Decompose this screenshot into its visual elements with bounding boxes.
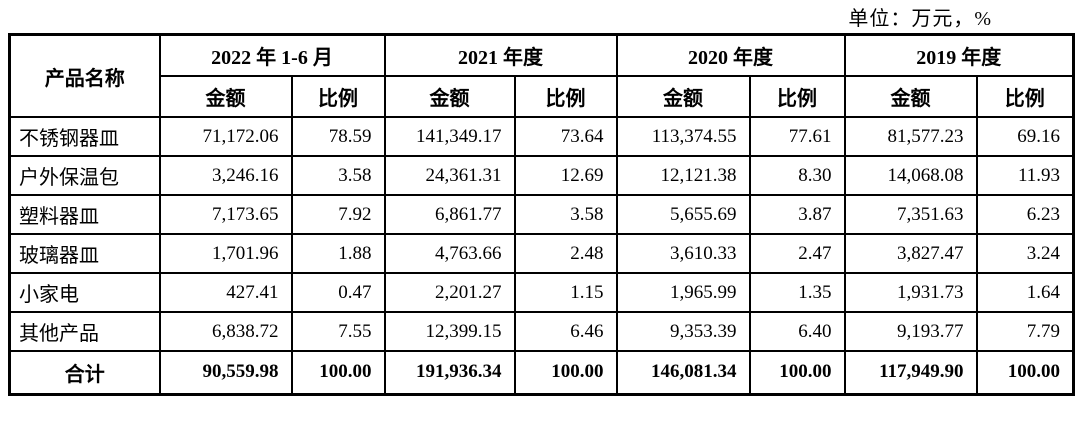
amount-cell: 6,838.72 bbox=[158, 311, 293, 352]
col-header-period-2019: 2019 年度 bbox=[843, 33, 1075, 77]
ratio-cell: 77.61 bbox=[748, 116, 846, 157]
amount-cell: 5,655.69 bbox=[615, 194, 751, 235]
ratio-cell: 1.88 bbox=[290, 233, 386, 274]
ratio-cell: 3.58 bbox=[290, 155, 386, 196]
total-ratio-cell: 100.00 bbox=[748, 350, 846, 395]
product-name: 塑料器皿 bbox=[8, 194, 161, 235]
amount-cell: 9,193.77 bbox=[843, 311, 978, 352]
col-header-period-2022h1: 2022 年 1-6 月 bbox=[158, 33, 386, 77]
amount-cell: 1,701.96 bbox=[158, 233, 293, 274]
ratio-cell: 1.35 bbox=[748, 272, 846, 313]
ratio-cell: 6.40 bbox=[748, 311, 846, 352]
ratio-cell: 6.23 bbox=[975, 194, 1075, 235]
amount-cell: 81,577.23 bbox=[843, 116, 978, 157]
table-row: 塑料器皿 7,173.65 7.92 6,861.77 3.58 5,655.6… bbox=[8, 194, 1075, 235]
amount-cell: 7,351.63 bbox=[843, 194, 978, 235]
amount-cell: 9,353.39 bbox=[615, 311, 751, 352]
ratio-cell: 8.30 bbox=[748, 155, 846, 196]
total-label: 合计 bbox=[8, 350, 161, 395]
col-header-amount-2022h1: 金额 bbox=[158, 75, 293, 118]
amount-cell: 427.41 bbox=[158, 272, 293, 313]
table-row: 玻璃器皿 1,701.96 1.88 4,763.66 2.48 3,610.3… bbox=[8, 233, 1075, 274]
product-name: 户外保温包 bbox=[8, 155, 161, 196]
header-row-measures: 金额 比例 金额 比例 金额 比例 金额 比例 bbox=[10, 75, 1075, 118]
total-ratio-cell: 100.00 bbox=[975, 350, 1075, 395]
product-name: 玻璃器皿 bbox=[8, 233, 161, 274]
ratio-cell: 12.69 bbox=[513, 155, 618, 196]
col-header-ratio-2019: 比例 bbox=[975, 75, 1075, 118]
ratio-cell: 3.24 bbox=[975, 233, 1075, 274]
amount-cell: 14,068.08 bbox=[843, 155, 978, 196]
col-header-period-2021: 2021 年度 bbox=[383, 33, 618, 77]
ratio-cell: 73.64 bbox=[513, 116, 618, 157]
col-header-product-name: 产品名称 bbox=[8, 33, 161, 118]
ratio-cell: 0.47 bbox=[290, 272, 386, 313]
ratio-cell: 3.87 bbox=[748, 194, 846, 235]
amount-cell: 1,931.73 bbox=[843, 272, 978, 313]
col-header-amount-2019: 金额 bbox=[843, 75, 978, 118]
amount-cell: 113,374.55 bbox=[615, 116, 751, 157]
total-amount-cell: 117,949.90 bbox=[843, 350, 978, 395]
table-row: 不锈钢器皿 71,172.06 78.59 141,349.17 73.64 1… bbox=[8, 116, 1075, 157]
col-header-amount-2020: 金额 bbox=[615, 75, 751, 118]
ratio-cell: 1.64 bbox=[975, 272, 1075, 313]
col-header-ratio-2020: 比例 bbox=[748, 75, 846, 118]
ratio-cell: 78.59 bbox=[290, 116, 386, 157]
total-amount-cell: 191,936.34 bbox=[383, 350, 516, 395]
ratio-cell: 7.55 bbox=[290, 311, 386, 352]
ratio-cell: 7.79 bbox=[975, 311, 1075, 352]
ratio-cell: 7.92 bbox=[290, 194, 386, 235]
amount-cell: 71,172.06 bbox=[158, 116, 293, 157]
ratio-cell: 2.47 bbox=[748, 233, 846, 274]
amount-cell: 141,349.17 bbox=[383, 116, 516, 157]
table-row: 小家电 427.41 0.47 2,201.27 1.15 1,965.99 1… bbox=[8, 272, 1075, 313]
amount-cell: 3,610.33 bbox=[615, 233, 751, 274]
total-amount-cell: 90,559.98 bbox=[158, 350, 293, 395]
total-ratio-cell: 100.00 bbox=[513, 350, 618, 395]
col-header-ratio-2022h1: 比例 bbox=[290, 75, 386, 118]
header-row-periods: 产品名称 2022 年 1-6 月 2021 年度 2020 年度 2019 年… bbox=[8, 33, 1075, 118]
product-name: 不锈钢器皿 bbox=[8, 116, 161, 157]
ratio-cell: 11.93 bbox=[975, 155, 1075, 196]
amount-cell: 1,965.99 bbox=[615, 272, 751, 313]
total-amount-cell: 146,081.34 bbox=[615, 350, 751, 395]
ratio-cell: 3.58 bbox=[513, 194, 618, 235]
table-row: 户外保温包 3,246.16 3.58 24,361.31 12.69 12,1… bbox=[8, 155, 1075, 196]
amount-cell: 4,763.66 bbox=[383, 233, 516, 274]
unit-note: 单位：万元，% bbox=[848, 8, 992, 30]
amount-cell: 12,399.15 bbox=[383, 311, 516, 352]
col-header-ratio-2021: 比例 bbox=[513, 75, 618, 118]
ratio-cell: 2.48 bbox=[513, 233, 618, 274]
revenue-by-product-table: 产品名称 2022 年 1-6 月 2021 年度 2020 年度 2019 年… bbox=[8, 33, 1076, 396]
amount-cell: 3,827.47 bbox=[843, 233, 978, 274]
col-header-amount-2021: 金额 bbox=[383, 75, 516, 118]
amount-cell: 7,173.65 bbox=[158, 194, 293, 235]
ratio-cell: 69.16 bbox=[975, 116, 1075, 157]
total-ratio-cell: 100.00 bbox=[290, 350, 386, 395]
amount-cell: 24,361.31 bbox=[383, 155, 516, 196]
table-row: 其他产品 6,838.72 7.55 12,399.15 6.46 9,353.… bbox=[8, 311, 1075, 352]
total-row: 合计 90,559.98 100.00 191,936.34 100.00 14… bbox=[8, 350, 1075, 395]
amount-cell: 12,121.38 bbox=[615, 155, 751, 196]
product-name: 其他产品 bbox=[8, 311, 161, 352]
col-header-period-2020: 2020 年度 bbox=[615, 33, 846, 77]
amount-cell: 2,201.27 bbox=[383, 272, 516, 313]
ratio-cell: 1.15 bbox=[513, 272, 618, 313]
amount-cell: 6,861.77 bbox=[383, 194, 516, 235]
ratio-cell: 6.46 bbox=[513, 311, 618, 352]
amount-cell: 3,246.16 bbox=[158, 155, 293, 196]
product-name: 小家电 bbox=[8, 272, 161, 313]
